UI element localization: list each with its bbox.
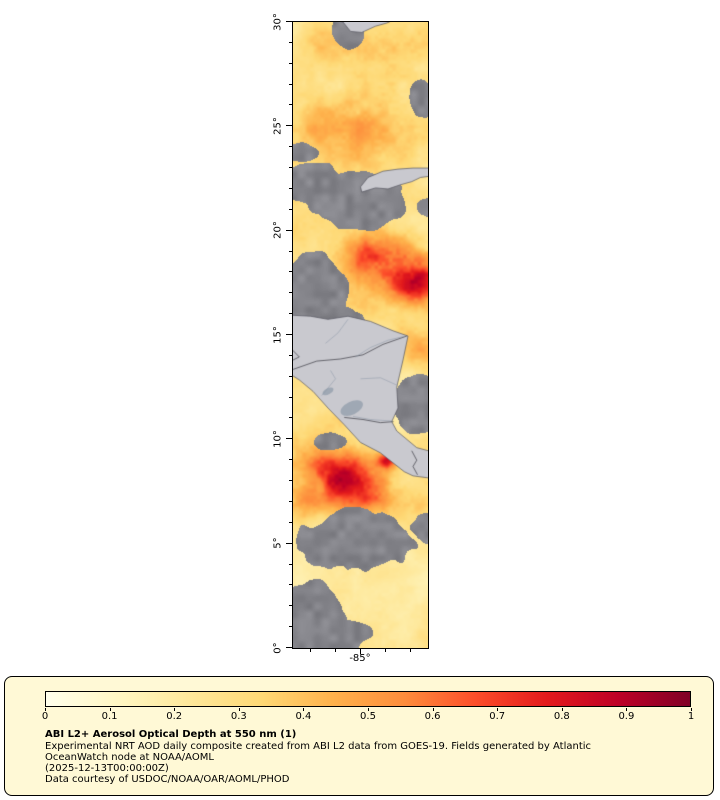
colorbar-tick (368, 708, 369, 711)
colorbar-panel: 0 0.1 0.2 0.3 0.4 0.5 0.6 0.7 0.8 0.9 1 ABI L2+ Ae… (4, 676, 714, 796)
latitude-minor-tick (289, 396, 292, 398)
colorbar-tick-label: 0 (41, 711, 49, 722)
latitude-tick (286, 542, 292, 544)
longitude-minor-tick (335, 649, 336, 652)
colorbar-tick-label: 0.6 (424, 711, 441, 722)
latitude-minor-tick (289, 271, 292, 273)
latitude-minor-tick (289, 417, 292, 419)
colorbar-tick (561, 708, 563, 711)
longitude-tick (360, 649, 361, 654)
colorbar-tick-label: 0.2 (166, 711, 183, 722)
latitude-minor-tick (289, 187, 292, 189)
colorbar-tick (45, 708, 46, 711)
latitude-minor-tick (289, 375, 292, 377)
longitude-minor-tick (310, 649, 311, 652)
latitude-minor-tick (289, 500, 292, 502)
caption-description-line1: Experimental NRT AOD daily composite cre… (45, 741, 592, 752)
colorbar-tick-label: 0.9 (618, 711, 635, 722)
latitude-minor-tick (289, 584, 292, 586)
latitude-tick (286, 438, 292, 440)
latitude-minor-tick (289, 146, 292, 148)
latitude-tick-label: 0° (272, 641, 284, 654)
longitude-tick-label: -85° (349, 653, 371, 664)
latitude-minor-tick (289, 626, 292, 628)
aod-map-canvas (293, 22, 428, 648)
latitude-minor-tick (289, 208, 292, 210)
colorbar-tick-label: 0.5 (360, 711, 376, 722)
colorbar-tick-label: 0.4 (295, 711, 312, 722)
latitude-tick-label: 20° (272, 221, 284, 240)
latitude-minor-tick (289, 521, 292, 523)
latitude-tick-label: 25° (272, 116, 284, 135)
latitude-minor-tick (289, 83, 292, 85)
latitude-tick (286, 647, 292, 648)
latitude-tick-label: 15° (272, 325, 284, 344)
colorbar-tick (497, 708, 499, 711)
colorbar (45, 691, 691, 707)
colorbar-tick (432, 708, 434, 711)
latitude-tick-label: 30° (272, 12, 284, 31)
latitude-minor-tick (289, 313, 292, 315)
longitude-minor-tick (410, 649, 411, 652)
colorbar-tick (626, 708, 628, 711)
colorbar-tick-label: 0.1 (101, 711, 118, 722)
colorbar-tick-label: 1 (687, 711, 695, 722)
latitude-minor-tick (289, 167, 292, 169)
longitude-minor-tick (385, 649, 386, 652)
latitude-tick (286, 334, 292, 335)
latitude-minor-tick (289, 480, 292, 482)
colorbar-tick-label: 0.3 (230, 711, 247, 722)
map-frame (292, 21, 429, 649)
caption-title: ABI L2+ Aerosol Optical Depth at 550 nm … (45, 729, 297, 740)
latitude-minor-tick (289, 104, 292, 106)
latitude-tick (286, 125, 292, 127)
caption-credit: Data courtesy of USDOC/NOAA/OAR/AOML/PHO… (45, 774, 290, 785)
latitude-tick-label: 10° (272, 429, 284, 448)
latitude-minor-tick (289, 459, 292, 461)
colorbar-tick (238, 708, 240, 711)
latitude-minor-tick (289, 354, 292, 356)
colorbar-tick (109, 708, 111, 711)
colorbar-tick (303, 708, 305, 711)
colorbar-tick (691, 708, 692, 711)
latitude-tick (286, 229, 292, 231)
latitude-minor-tick (289, 563, 292, 565)
latitude-minor-tick (289, 605, 292, 607)
latitude-tick-label: 5° (272, 537, 284, 549)
latitude-minor-tick (289, 41, 292, 43)
latitude-minor-tick (289, 292, 292, 294)
latitude-minor-tick (289, 62, 292, 64)
latitude-minor-tick (289, 250, 292, 252)
latitude-tick (286, 21, 292, 22)
colorbar-tick (174, 708, 176, 711)
colorbar-tick-label: 0.7 (489, 711, 506, 722)
colorbar-tick-label: 0.8 (553, 711, 570, 722)
caption-description-line2: OceanWatch node at NOAA/AOML (45, 752, 214, 763)
caption-timestamp: (2025-12-13T00:00:00Z) (45, 763, 169, 774)
